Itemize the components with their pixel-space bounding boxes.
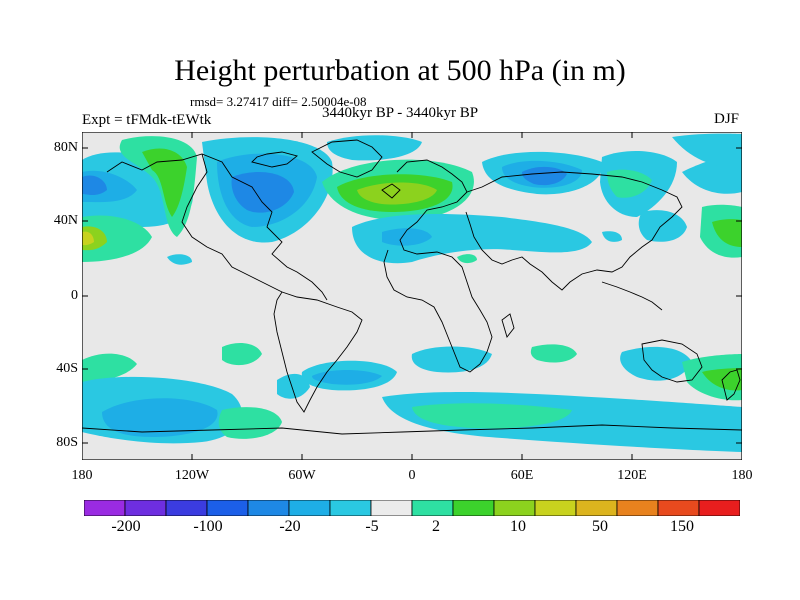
colorbar-swatch — [206, 500, 249, 516]
colorbar-swatch — [657, 500, 700, 516]
lat-label-0: 0 — [71, 288, 78, 303]
lat-label-80n: 80N — [53, 140, 78, 155]
colorbar-swatch — [534, 500, 577, 516]
axis-ticks — [82, 132, 742, 460]
map-title: Height perturbation at 500 hPa (in m) — [174, 54, 626, 87]
colorbar-label-neg20: -20 — [279, 518, 301, 535]
lat-label-40n: 40N — [53, 213, 78, 228]
lat-label-80s: 80S — [56, 435, 78, 450]
colorbar-swatch — [288, 500, 331, 516]
contour-fills — [82, 133, 742, 452]
colorbar-swatch — [247, 500, 290, 516]
stats-label: rmsd= 3.27417 diff= 2.50004e-08 — [190, 94, 367, 109]
period-label: 3440kyr BP - 3440kyr BP — [322, 105, 479, 121]
coastlines — [82, 139, 742, 435]
colorbar-label-2: 2 — [432, 518, 440, 535]
map-plot — [82, 132, 742, 460]
lon-label-60e: 60E — [510, 468, 534, 483]
lat-label-40s: 40S — [56, 361, 78, 376]
colorbar-swatch — [452, 500, 495, 516]
lon-label-60w: 60W — [288, 468, 316, 483]
colorbar-swatch — [370, 500, 413, 516]
lon-label-180-left: 180 — [71, 468, 93, 483]
colorbar-label-neg200: -200 — [111, 518, 141, 535]
colorbar — [84, 500, 740, 516]
lon-label-180-right: 180 — [731, 468, 753, 483]
lon-label-120e: 120E — [617, 468, 647, 483]
colorbar-label-10: 10 — [510, 518, 526, 535]
colorbar-label-150: 150 — [670, 518, 694, 535]
lon-label-0: 0 — [408, 468, 416, 483]
colorbar-swatch — [124, 500, 167, 516]
colorbar-swatch — [411, 500, 454, 516]
colorbar-swatch — [329, 500, 372, 516]
colorbar-swatch — [493, 500, 536, 516]
season-label: DJF — [714, 111, 740, 127]
colorbar-swatch — [165, 500, 208, 516]
colorbar-swatch — [616, 500, 659, 516]
experiment-label: Expt = tFMdk-tEWtk — [82, 112, 212, 128]
colorbar-swatch — [575, 500, 618, 516]
colorbar-swatch — [84, 500, 126, 516]
colorbar-label-neg5: -5 — [365, 518, 379, 535]
lon-label-120w: 120W — [174, 468, 210, 483]
colorbar-swatch — [698, 500, 740, 516]
colorbar-label-50: 50 — [592, 518, 608, 535]
colorbar-label-neg100: -100 — [193, 518, 223, 535]
